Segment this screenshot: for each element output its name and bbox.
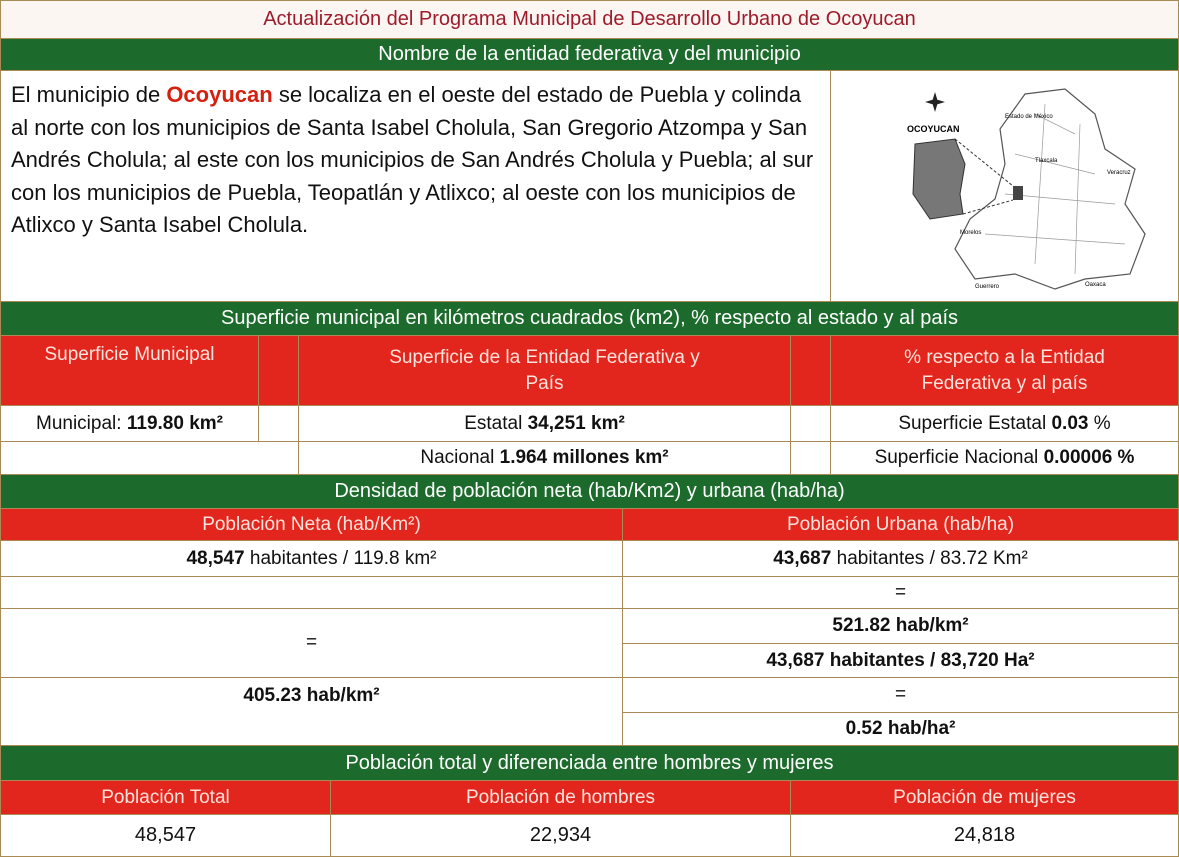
cell: = — [622, 677, 1179, 713]
cell — [790, 441, 831, 475]
cell: 43,687 habitantes / 83,720 Ha² — [622, 643, 1179, 678]
map: OCOYUCAN Estado de México Tlaxcala Verac… — [907, 87, 1146, 290]
column-header: Población Neta (hab/Km²) — [0, 508, 623, 541]
map-label: Veracruz — [1107, 170, 1131, 176]
value: 34,251 km² — [527, 412, 625, 434]
map-cell: OCOYUCAN Estado de México Tlaxcala Verac… — [830, 70, 1179, 302]
map-label: Estado de México — [1005, 114, 1053, 120]
text: se localiza en el oeste del estado de Pu… — [11, 82, 814, 237]
value: 48,547 — [186, 547, 245, 569]
cell: 22,934 — [330, 814, 791, 857]
unit: % — [1093, 412, 1111, 434]
cell: Superficie Estatal 0.03% — [830, 405, 1179, 442]
ocoyucan-location — [1012, 185, 1023, 200]
connector — [954, 138, 1013, 214]
label: Estatal — [464, 412, 523, 434]
label: Municipal: — [36, 412, 122, 434]
label: Nacional — [420, 447, 495, 469]
title: Actualización del Programa Municipal de … — [0, 0, 1179, 39]
value: 43,687 — [773, 547, 832, 569]
section-heading: Población total y diferenciada entre hom… — [0, 745, 1179, 781]
value: 119.80 km² — [126, 412, 223, 434]
column-header: Población de mujeres — [790, 780, 1179, 815]
state-outline — [953, 87, 1146, 290]
column-header: Población Total — [0, 780, 331, 815]
paragraph: El municipio de Ocoyucan se localiza en … — [0, 70, 831, 302]
ocoyucan-shape — [911, 137, 966, 220]
map-label: Tlaxcala — [1035, 158, 1058, 164]
column-header: % respecto a la Entidad Federativa y al … — [830, 335, 1179, 406]
paragraph-text: El municipio de Ocoyucan se localiza en … — [11, 79, 820, 242]
cell — [0, 576, 623, 609]
column-header: Población Urbana (hab/ha) — [622, 508, 1179, 541]
label: Superficie Nacional — [874, 447, 1039, 469]
column-header: Superficie Municipal — [0, 335, 259, 406]
value: 0.00006 % — [1043, 447, 1135, 469]
value: 0.03 — [1051, 412, 1089, 434]
section-heading: Densidad de población neta (hab/Km2) y u… — [0, 474, 1179, 509]
value: 1.964 millones km² — [499, 447, 669, 469]
cell: 43,687 habitantes / 83.72 Km² — [622, 540, 1179, 577]
municipal-lines — [984, 103, 1125, 274]
cell — [790, 405, 831, 442]
cell: 24,818 — [790, 814, 1179, 857]
cell: 405.23 hab/km² — [0, 677, 623, 746]
cell: 48,547 — [0, 814, 331, 857]
cell — [258, 405, 299, 442]
map-label: Oaxaca — [1085, 282, 1106, 288]
column-header — [258, 335, 299, 406]
column-header: Población de hombres — [330, 780, 791, 815]
cell: 521.82 hab/km² — [622, 608, 1179, 644]
highlight: Ocoyucan — [166, 82, 273, 107]
cell: 0.52 hab/ha² — [622, 712, 1179, 746]
cell — [0, 441, 299, 475]
cell: Estatal 34,251 km² — [298, 405, 791, 442]
cell: Superficie Nacional 0.00006 % — [830, 441, 1179, 475]
map-label: Guerrero — [975, 284, 1000, 290]
text: habitantes / 119.8 km² — [249, 547, 437, 569]
cell: 48,547 habitantes / 119.8 km² — [0, 540, 623, 577]
cell: Municipal: 119.80 km² — [0, 405, 259, 442]
cell: = — [622, 576, 1179, 609]
cell: Nacional 1.964 millones km² — [298, 441, 791, 475]
section-heading: Nombre de la entidad federativa y del mu… — [0, 38, 1179, 71]
label: Superficie Estatal — [898, 412, 1047, 434]
text: habitantes / 83.72 Km² — [836, 547, 1028, 569]
section-heading: Superficie municipal en kilómetros cuadr… — [0, 301, 1179, 336]
text: El municipio de — [11, 82, 161, 107]
column-header: Superficie de la Entidad Federativa y Pa… — [298, 335, 791, 406]
cell: = — [0, 608, 623, 678]
map-label: Morelos — [960, 230, 981, 236]
map-label: OCOYUCAN — [907, 124, 960, 134]
compass — [924, 91, 945, 112]
column-header — [790, 335, 831, 406]
